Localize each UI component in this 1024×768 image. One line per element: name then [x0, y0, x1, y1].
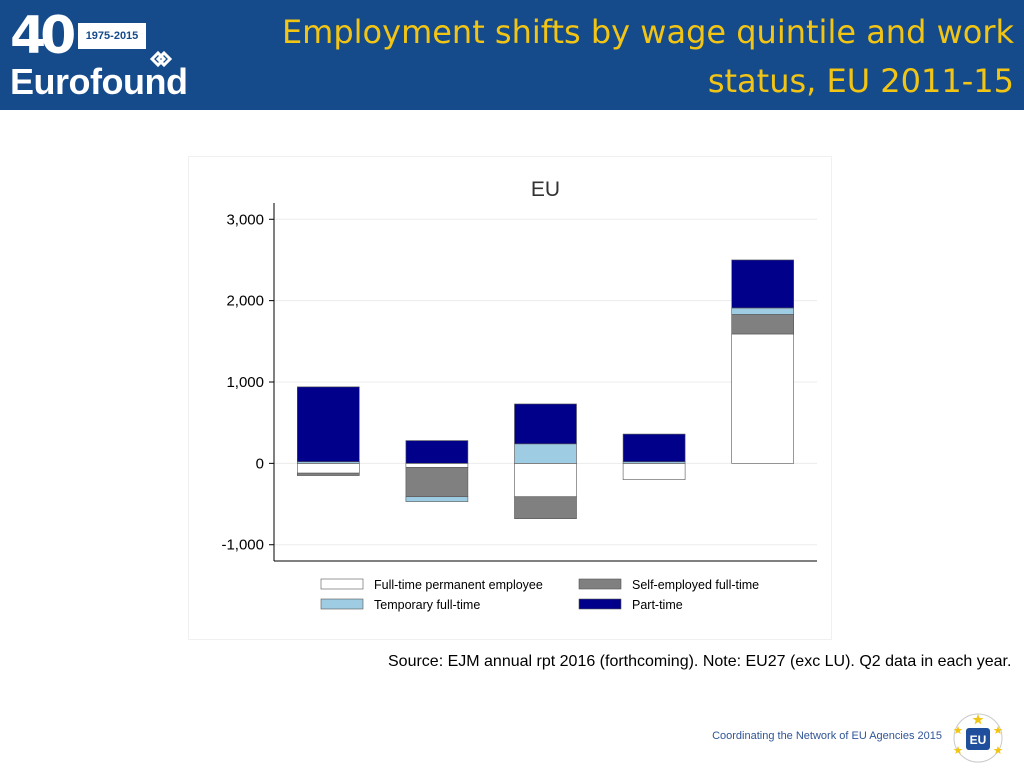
y-tick-label: 0	[256, 455, 264, 472]
legend-label-4: Part-time	[632, 598, 683, 612]
bar-segment-3-series-3	[514, 443, 577, 464]
bar-segment-1-series-1	[297, 463, 360, 474]
y-tick-label: 2,000	[226, 293, 264, 310]
bar-segment-2-series-1	[405, 463, 469, 468]
bar-segment-3-series-1	[514, 463, 577, 498]
logo-diamond-icon	[149, 50, 172, 68]
stacked-bar-chart: EU 3,000 2,000 1,000 0 -1,000 Full-time perman…	[221, 178, 817, 612]
bar-segment-1-series-4	[297, 386, 360, 463]
badge-label: EU	[970, 733, 987, 747]
bar-segment-2-series-2	[405, 467, 469, 498]
bar-segment-2-series-3	[405, 496, 469, 502]
chart-panel: EU 3,000 2,000 1,000 0 -1,000 Full-time perman…	[188, 156, 832, 640]
bar-segment-5-series-1	[731, 333, 795, 464]
legend-label-3: Temporary full-time	[374, 598, 480, 612]
bar-segment-2-series-4	[405, 440, 469, 464]
page-title: Employment shifts by wage quintile and w…	[254, 8, 1014, 106]
y-tick-label: 1,000	[226, 374, 264, 391]
chart-title: EU	[531, 178, 560, 201]
legend-swatch-2	[578, 578, 622, 590]
page-title-line-2: status, EU 2011-15	[707, 62, 1014, 100]
source-note: Source: EJM annual rpt 2016 (forthcoming…	[388, 653, 1012, 670]
bar-segment-5-series-4	[731, 259, 795, 309]
legend-swatch-3	[320, 598, 364, 610]
bar-segment-4-series-1	[622, 463, 686, 480]
page-title-line-1: Employment shifts by wage quintile and w…	[281, 13, 1014, 51]
bar-segment-3-series-4	[514, 403, 577, 445]
eurofound-logo[interactable]: 40 1975-2015 Eurofound	[8, 6, 218, 102]
footer-text: Coordinating the Network of EU Agencies …	[712, 730, 942, 742]
logo-wordmark: Eurofound	[10, 61, 188, 102]
logo-years-badge: 1975-2015	[78, 23, 146, 49]
legend-swatch-4	[578, 598, 622, 610]
eu-agencies-network-badge-icon: EU	[953, 713, 1003, 763]
legend-label-2: Self-employed full-time	[632, 578, 759, 592]
bar-segment-1-series-2	[297, 472, 360, 476]
header-banner: 40 1975-2015 Eurofound Employment shifts…	[0, 0, 1024, 110]
y-tick-label: -1,000	[221, 537, 264, 554]
bar-segment-4-series-4	[622, 433, 686, 463]
legend-label-1: Full-time permanent employee	[374, 578, 543, 592]
bar-segment-5-series-2	[731, 314, 795, 335]
y-tick-label: 3,000	[226, 211, 264, 228]
bar-segment-5-series-3	[731, 307, 795, 315]
logo-anniversary-number: 40	[10, 6, 76, 66]
legend-swatch-1	[320, 578, 364, 590]
bar-segment-3-series-2	[514, 496, 577, 519]
